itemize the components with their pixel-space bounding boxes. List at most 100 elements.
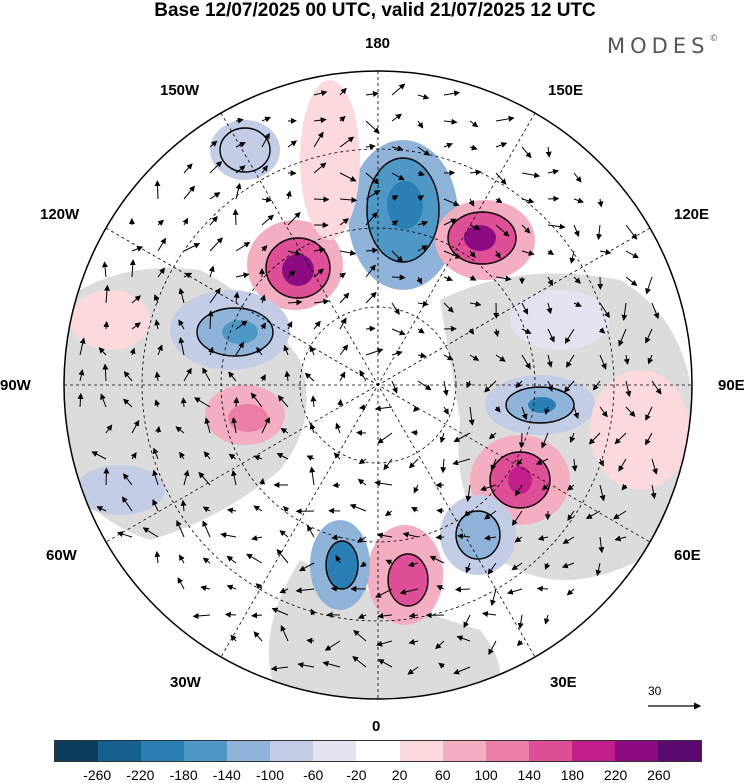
wind-vector [374,480,393,487]
wind-vector [228,371,237,382]
wind-vector [261,116,272,123]
wind-vector [183,163,193,174]
wind-vector [391,250,404,263]
wind-vector [547,249,555,255]
wind-vector [235,241,251,252]
wind-vector [276,453,289,460]
wind-vector [443,218,457,226]
wind-vector [514,536,523,543]
wind-vector [365,247,379,254]
wind-vector [618,458,627,472]
wind-vector [573,301,582,307]
wind-vector [157,219,165,226]
wind-vector [407,666,419,675]
wind-vector [220,532,237,539]
wind-vector [283,344,290,356]
wind-vector [417,352,427,359]
wind-vector [495,115,515,122]
wind-vector [357,478,367,486]
wind-vector [306,455,315,461]
wind-vector [454,586,471,593]
wind-vector [391,328,406,336]
wind-vector [313,90,328,97]
wind-vector [339,344,349,356]
wind-vector [208,265,215,278]
wind-vector [235,272,250,279]
colorbar-tick-label: -140 [212,767,241,783]
colorbar-tick-label: -20 [346,767,367,783]
colorbar-swatch [184,741,228,761]
wind-vector [235,320,248,330]
wind-vector [376,640,393,647]
wind-vector [469,275,477,281]
wind-vector [177,577,185,590]
wind-vector [468,328,475,335]
wind-vector [469,169,482,176]
wind-vector [129,259,136,278]
wind-vector [547,168,560,175]
wind-vector [614,535,627,542]
wind-vector [226,507,237,514]
wind-vector [494,250,501,259]
wind-vector [253,455,263,461]
wind-vector [154,180,161,200]
colorbar-swatch [270,741,314,761]
wind-vector [598,536,605,554]
wind-vector [567,510,575,521]
wind-vector [209,237,223,252]
wind-vector [232,208,239,226]
wind-vector [645,328,653,344]
wind-vector [547,195,560,202]
wind-vector [647,354,654,365]
wind-vector [417,380,432,391]
wind-vector [547,380,553,392]
wind-vector [209,287,221,304]
wind-vector [547,276,553,287]
wind-vector [337,398,344,408]
colorbar-swatch [55,741,99,761]
colorbar-tick-label: 20 [391,767,408,783]
wind-vector [339,317,347,330]
wind-vector [313,298,330,305]
wind-vector [650,484,657,500]
wind-vector [625,380,632,398]
wind-vector [261,165,268,174]
wind-vector [154,399,161,408]
wind-vector [313,131,324,148]
wind-vector [335,555,342,564]
wind-vector [614,432,627,445]
wind-vector [377,432,393,444]
wind-vector [407,561,419,568]
wind-vector [287,270,296,278]
wind-vector [488,432,497,440]
wind-vector [469,120,479,128]
wind-vector [175,426,185,434]
wind-vector [152,498,159,512]
wind-vector [183,185,196,200]
wind-vector [365,291,377,304]
wind-vector [359,369,367,382]
wind-vector [78,369,85,382]
colorbar-tick-label: 260 [647,767,671,783]
wind-vector [438,662,445,669]
colorbar-swatch [141,741,185,761]
wind-vector [585,510,601,519]
wind-vector [271,607,289,616]
wind-vector [286,321,293,330]
wind-vector [598,327,606,334]
wind-vector [154,319,161,330]
wind-vector [179,451,185,460]
wind-vector [79,337,86,356]
wind-vector [573,197,584,204]
colorbar-swatch [485,741,529,761]
wind-vector [453,666,471,675]
wind-vector [408,612,419,619]
wind-vector [105,424,113,434]
colorbar-swatch [356,741,400,761]
wind-vector [375,588,393,598]
wind-vector [179,554,185,564]
wind-vector [621,483,628,491]
wind-vector [202,367,211,382]
wind-vector [287,211,301,226]
